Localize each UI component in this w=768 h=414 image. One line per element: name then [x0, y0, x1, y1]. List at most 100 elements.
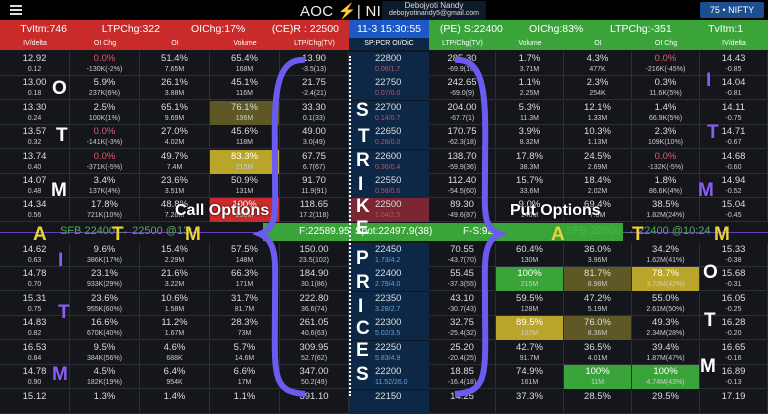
table-row[interactable]: 15.12 1.3% 1.4% 1.1% 391.10 22150 14.25 37.3% 28… [0, 390, 768, 414]
table-row[interactable]: 14.78 0.90 4.5% 182K(19%) 6.4% 954K 6.6% 17M 347… [0, 365, 768, 389]
itm-letter: I [58, 250, 64, 271]
table-row[interactable]: 15.31 0.75 23.6% 955K(60%) 10.6% 1.58M 31.7% 81… [0, 292, 768, 316]
cell-sub: 7.28M [164, 212, 185, 219]
cell-sub: 0.12 [27, 66, 42, 73]
put-cell: 60.4% 130M [496, 243, 564, 267]
cell-main: 45.1% [231, 77, 258, 88]
cell-sub: 196M [235, 115, 254, 122]
call-cell: 65.4% 168M [210, 52, 280, 76]
strike-pcr: 11.52/26.0 [375, 379, 408, 386]
cell-main: 9.0% [518, 199, 541, 210]
strike-cell[interactable]: 22500 1.04/2.5 [349, 198, 429, 222]
strike-cell[interactable]: 22250 5.83/4.9 [349, 341, 429, 365]
cell-main: 67.75 [302, 151, 326, 162]
cell-main: 261.05 [299, 317, 329, 328]
cell-sub: 2.29M [164, 257, 185, 264]
col-header[interactable]: OI [171, 40, 179, 47]
cell-main: 47.2% [584, 293, 611, 304]
cell-main: 0.0% [93, 53, 116, 64]
atm-letter: A [551, 224, 565, 245]
cell-sub: -0.13 [725, 379, 742, 386]
cell-sub: 2.69M [587, 164, 608, 171]
strike-pcr: 3.28/2.7 [375, 306, 401, 313]
cell-sub: 9.69M [164, 115, 185, 122]
cell-main: 15.68 [721, 268, 746, 279]
strike-cell[interactable]: 22750 0.07/0.0 [349, 76, 429, 100]
cell-main: 118.65 [299, 199, 329, 210]
cell-sub: 11.9(91) [301, 188, 327, 195]
strike-cell[interactable]: 22300 5.02/3.5 [349, 316, 429, 340]
strike-prices-letter: P [356, 248, 369, 269]
strike-pcr: 0.58/0.6 [375, 188, 401, 195]
strike-cell[interactable]: 22350 3.28/2.7 [349, 292, 429, 316]
strike-cell[interactable]: 22600 0.36/0.4 [349, 150, 429, 174]
cell-sub: 33.6M [519, 188, 540, 195]
user-name: Debojyoti Nandy [404, 1, 464, 10]
lot-size-button[interactable]: 75 • NIFTY [700, 2, 764, 18]
top-bar: AOC ⚡| NIFTY Debojyoti Nandy debojyotina… [0, 0, 768, 20]
strike-cell[interactable]: 22400 2.79/4.0 [349, 267, 429, 291]
call-cell: 10.6% 1.58M [140, 292, 210, 316]
table-row[interactable]: 12.92 0.12 0.0% -130K(-2%) 51.4% 7.65M 65.4% 16… [0, 52, 768, 76]
cell-sub: 81.7M [234, 306, 255, 313]
cell-sub: -0.75 [725, 115, 742, 122]
itm-letter: M [52, 364, 68, 385]
strike-cell[interactable]: 22450 1.73/4.2 [349, 243, 429, 267]
otm-letter: M [51, 180, 67, 201]
col-header[interactable]: Volume [233, 40, 257, 47]
strike-cell[interactable]: 22800 0.06/1.7 [349, 52, 429, 76]
strike-cell[interactable]: 22150 [349, 390, 429, 414]
strike-prices-letter: T [358, 126, 370, 147]
col-header[interactable]: OI Chg [93, 40, 117, 47]
table-row[interactable]: 13.57 0.32 0.0% -141K(-3%) 27.0% 4.02M 45.6% 11… [0, 125, 768, 149]
put-cell: 14.25 [429, 390, 496, 414]
col-header[interactable]: LTP/Chg(TV) [294, 40, 335, 47]
cell-main: 138.70 [447, 151, 477, 162]
table-row[interactable]: 13.00 0.18 5.9% 237K(6%) 26.1% 3.88M 45.1% 116M… [0, 76, 768, 100]
cell-main: 13.30 [22, 102, 47, 113]
table-row[interactable]: 16.53 0.84 9.5% 384K(56%) 4.6% 688K 5.7% 14.6M 3… [0, 341, 768, 365]
cell-sub: 17M [237, 379, 252, 386]
itm-letter: I [706, 70, 712, 91]
pe-ltp-chg: LTPChg:-351 [610, 23, 672, 35]
table-row[interactable]: 14.78 0.70 23.1% 933K(29%) 21.6% 3.22M 66.3% 17… [0, 267, 768, 291]
table-row[interactable]: 14.07 0.48 3.4% 137K(4%) 23.6% 3.51M 50.9% 131M… [0, 174, 768, 198]
cell-main: 55.45 [450, 268, 474, 279]
col-header[interactable]: IV/delta [722, 40, 746, 47]
cell-sub: 66.9K(5%) [648, 115, 683, 122]
put-options-label: Put Options [510, 202, 601, 219]
strike-cell[interactable]: 22200 11.52/26.0 [349, 365, 429, 389]
cell-main: 36.5% [584, 342, 611, 353]
put-cell: 59.5% 128M [496, 292, 564, 316]
cell-sub: 7.6M [589, 212, 606, 219]
put-cell: 12.1% 1.33M [564, 101, 632, 125]
cell-sub: -2.4(21) [301, 90, 327, 97]
hamburger-menu-icon[interactable] [10, 3, 22, 17]
strike-prices-letter: I [358, 174, 364, 195]
cell-sub: 4.01M [587, 355, 608, 362]
cell-sub: -30.7(43) [447, 306, 477, 313]
table-row[interactable]: 13.30 0.24 2.5% 100K(1%) 65.1% 9.69M 76.1% 196M… [0, 101, 768, 125]
cell-main: 16.89 [721, 366, 746, 377]
cell-main: 83.3% [231, 151, 258, 162]
table-row[interactable]: 13.74 0.40 0.0% -371K(-5%) 49.7% 7.4M 83.3% 215… [0, 150, 768, 174]
col-header[interactable]: Volume [518, 40, 542, 47]
strike-cell[interactable]: 22700 0.14/0.7 [349, 101, 429, 125]
col-header[interactable]: OI Chg [654, 40, 678, 47]
strike-cell[interactable]: 22650 0.28/0.0 [349, 125, 429, 149]
table-row[interactable]: 14.83 0.82 16.6% 670K(40%) 11.2% 1.67M 28.3% 73… [0, 316, 768, 340]
itm-letter: T [58, 302, 70, 323]
cell-sub: -0.25 [725, 306, 742, 313]
col-header[interactable]: IV/delta [23, 40, 47, 47]
cell-sub: 477K [589, 66, 606, 73]
table-row[interactable]: 14.62 0.63 9.6% 386K(17%) 15.4% 2.29M 57.5% 148… [0, 243, 768, 267]
atm-letter: M [185, 224, 201, 245]
col-header[interactable]: SP:PCR OI/OiC [364, 40, 414, 47]
strike-cell[interactable]: 22550 0.58/0.6 [349, 174, 429, 198]
col-header[interactable]: LTP/Chg(TV) [442, 40, 483, 47]
table-row[interactable]: 14.34 0.56 17.8% 721K(10%) 48.8% 7.28M 100% 250… [0, 198, 768, 222]
cell-main: 9.6% [93, 244, 116, 255]
put-cell: 18.4% 2.02M [564, 174, 632, 198]
cell-main: 14.34 [22, 199, 47, 210]
col-header[interactable]: OI [594, 40, 602, 47]
